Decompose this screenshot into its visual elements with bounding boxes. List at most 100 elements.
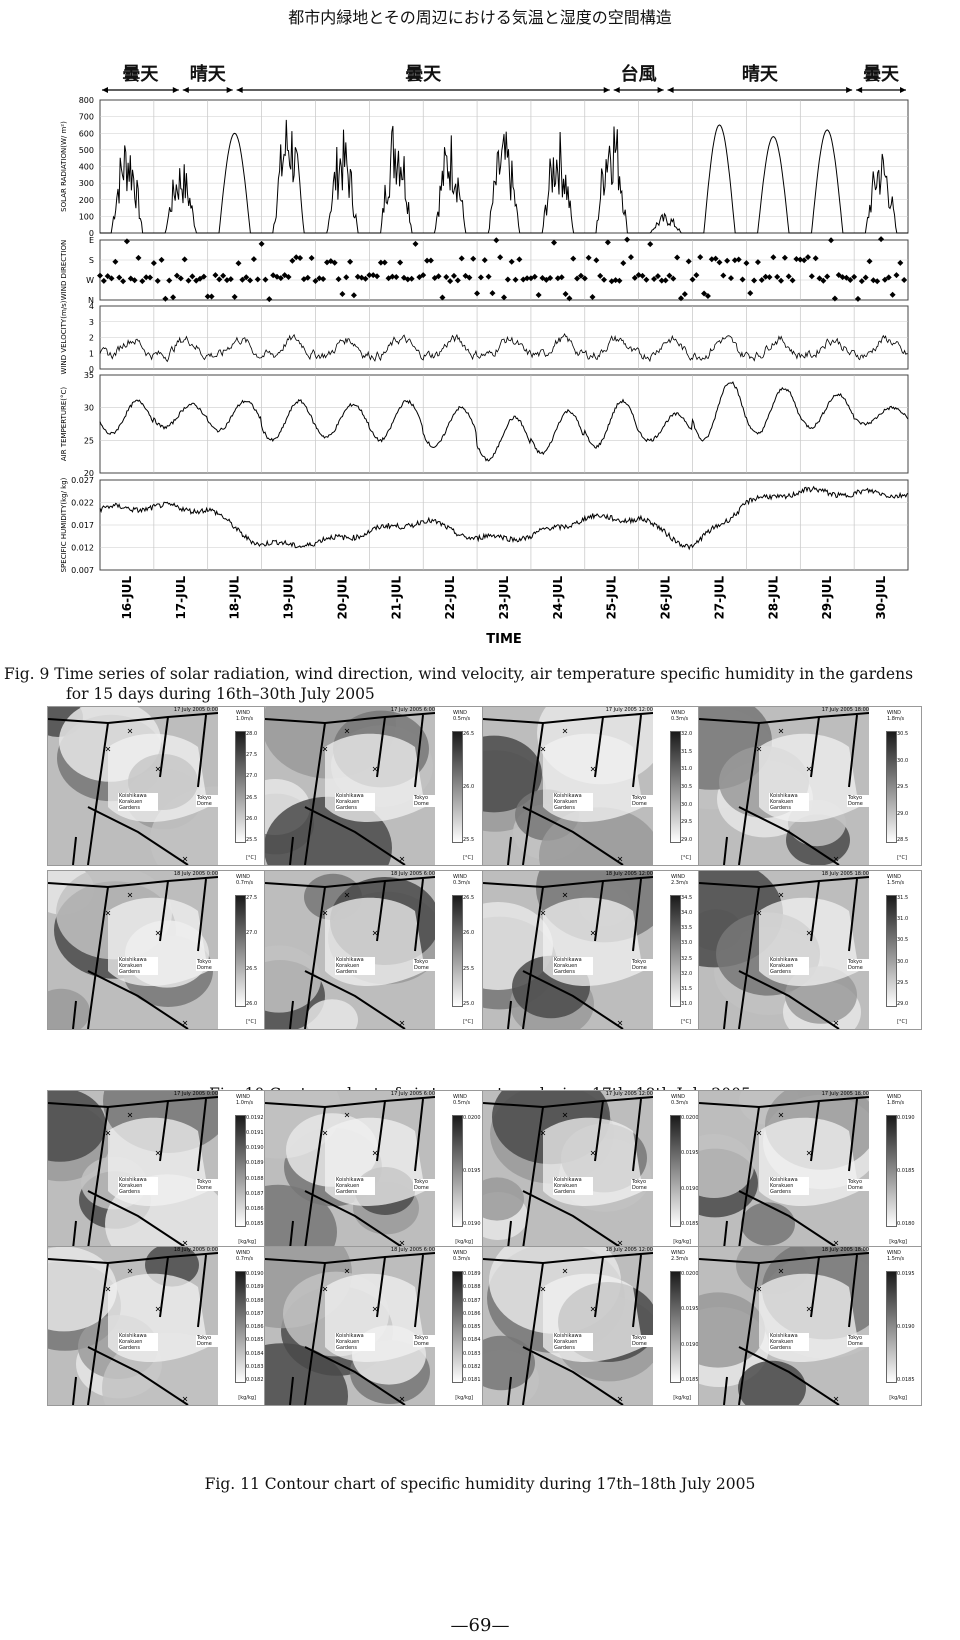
timestamp-label: 18 July 2005 6:00 — [390, 1247, 435, 1253]
unit-label: [°C] — [681, 1019, 691, 1025]
fig9-y-tick-label: 25 — [84, 436, 94, 445]
colorbar-tick-label: 0.0189 — [246, 1160, 264, 1167]
fig9-y-tick-label: 400 — [79, 163, 94, 172]
contour-map — [483, 871, 653, 1029]
dome-label: Tokyo Dome — [196, 795, 218, 807]
weather-band-arrow — [667, 87, 853, 93]
colorbar-tick-label: 0.0185 — [897, 1168, 915, 1174]
colorbar-tick-label: 0.0195 — [681, 1150, 699, 1157]
page-header: 都市内緑地とその周辺における気温と湿度の空間構造 — [288, 8, 672, 27]
colorbar-tick-label: 0.0180 — [897, 1221, 915, 1227]
colorbar-tick-label: 26.5 — [246, 965, 258, 972]
contour-panel: Koishikawa Korakuen Gardens Tokyo Dome 1… — [698, 1090, 922, 1250]
fig9-y-tick-label: 0.007 — [71, 566, 94, 575]
garden-label: Koishikawa Korakuen Gardens — [335, 957, 375, 975]
colorbar-tick-label: 0.0190 — [681, 1341, 699, 1348]
fig9-y-tick-label: 0.022 — [71, 499, 94, 508]
fig9-y-tick-label: 35 — [84, 371, 94, 380]
colorbar-tick-label: 0.0200 — [681, 1115, 699, 1121]
wind-legend: WIND 0.5m/s — [453, 1094, 471, 1106]
unit-label: [°C] — [897, 855, 907, 861]
colorbar-tick-label: 0.0190 — [897, 1324, 915, 1330]
dome-label: Tokyo Dome — [847, 1335, 869, 1347]
wind-legend: WIND 1.5m/s — [887, 874, 905, 886]
air-temperature-line — [99, 381, 909, 462]
contour-map — [48, 707, 218, 865]
dome-label: Tokyo Dome — [196, 959, 218, 971]
weather-band-arrow — [236, 87, 610, 93]
colorbar-tick-label: 33.5 — [681, 925, 693, 932]
timestamp-label: 18 July 2005 18:00 — [821, 871, 869, 877]
colorbar — [452, 731, 463, 843]
colorbar-tick-label: 0.0195 — [463, 1168, 481, 1174]
colorbar-tick-label: 33.0 — [681, 940, 693, 947]
colorbar-tick-label: 0.0188 — [463, 1284, 481, 1291]
fig9-x-axis-label: TIME — [486, 632, 522, 647]
colorbar-tick-label: 27.5 — [246, 752, 258, 759]
colorbar — [886, 1115, 897, 1227]
contour-panel: Koishikawa Korakuen Gardens Tokyo Dome 1… — [264, 706, 488, 866]
colorbar-ticks: 30.5 30.0 29.5 29.0 28.5 — [897, 731, 919, 843]
dome-label: Tokyo Dome — [196, 1335, 218, 1347]
contour-panel: Koishikawa Korakuen Gardens Tokyo Dome 1… — [47, 706, 271, 866]
fig9-caption: Fig. 9 Time series of solar radiation, w… — [4, 664, 960, 704]
dome-label: Tokyo Dome — [196, 1179, 218, 1191]
wind-legend: WIND 0.5m/s — [453, 710, 471, 722]
timestamp-label: 18 July 2005 12:00 — [605, 1247, 653, 1253]
contour-map — [265, 871, 435, 1029]
colorbar-tick-label: 29.5 — [897, 784, 909, 790]
contour-map — [483, 1247, 653, 1405]
fig9-y-tick-label: S — [89, 256, 94, 265]
colorbar-tick-label: 29.0 — [897, 810, 909, 817]
fig9-x-tick-label: 28-JUL — [766, 576, 780, 620]
weather-band-label: 曇天 — [863, 64, 900, 85]
unit-label: [kg/kg] — [238, 1395, 256, 1401]
colorbar-tick-label: 31.0 — [681, 1000, 693, 1007]
weather-band-label: 曇天 — [405, 64, 442, 85]
fig9-y-tick-label: 100 — [79, 212, 94, 221]
colorbar-tick-label: 0.0185 — [246, 1220, 264, 1227]
wind-velocity-line — [99, 332, 909, 363]
contour-map — [48, 1091, 218, 1249]
contour-map — [699, 1247, 869, 1405]
weather-band-arrow — [856, 87, 906, 93]
colorbar — [670, 1271, 681, 1383]
colorbar-tick-label: 34.5 — [681, 895, 693, 901]
colorbar-tick-label: 0.0190 — [681, 1185, 699, 1192]
colorbar-ticks: 0.0195 0.0190 0.0185 — [897, 1271, 919, 1383]
wind-legend: WIND 0.7m/s — [236, 874, 254, 886]
fig9-panel-0: 0 100 200 300 400 500 600 700 800 SOLAR RADIATION… — [60, 96, 909, 238]
timestamp-label: 17 July 2005 12:00 — [605, 707, 653, 713]
colorbar — [670, 895, 681, 1007]
weather-band-arrow — [613, 87, 664, 93]
colorbar-tick-label: 0.0190 — [246, 1145, 264, 1152]
colorbar-tick-label: 0.0189 — [463, 1271, 481, 1277]
timestamp-label: 17 July 2005 12:00 — [605, 1091, 653, 1097]
colorbar — [235, 1271, 246, 1383]
dome-label: Tokyo Dome — [847, 1179, 869, 1191]
colorbar-tick-label: 29.0 — [681, 836, 693, 843]
colorbar-ticks: 0.0200 0.0195 0.0190 — [463, 1115, 485, 1227]
timestamp-label: 18 July 2005 12:00 — [605, 871, 653, 877]
colorbar-ticks: 26.5 26.0 25.5 — [463, 731, 485, 843]
weather-band-arrow — [102, 87, 179, 93]
wind-legend: WIND 0.3m/s — [453, 874, 471, 886]
timestamp-label: 17 July 2005 18:00 — [821, 1091, 869, 1097]
fig9-x-tick-label: 23-JUL — [497, 576, 511, 620]
colorbar-tick-label: 25.5 — [463, 837, 475, 843]
colorbar-tick-label: 0.0188 — [246, 1175, 264, 1182]
fig9-y-tick-label: 0 — [89, 229, 94, 238]
contour-panel: Koishikawa Korakuen Gardens Tokyo Dome 1… — [47, 1090, 271, 1250]
contour-panel: Koishikawa Korakuen Gardens Tokyo Dome 1… — [698, 1246, 922, 1406]
fig9-y-tick-label: 800 — [79, 96, 94, 105]
timestamp-label: 17 July 2005 6:00 — [390, 1091, 435, 1097]
unit-label: [kg/kg] — [455, 1239, 473, 1245]
colorbar — [235, 1115, 246, 1227]
fig9-x-tick-label: 17-JUL — [174, 576, 188, 620]
garden-label: Koishikawa Korakuen Gardens — [553, 957, 593, 975]
colorbar-tick-label: 27.0 — [246, 930, 258, 937]
colorbar-tick-label: 0.0190 — [897, 1115, 915, 1121]
colorbar-tick-label: 0.0182 — [246, 1377, 264, 1383]
garden-label: Koishikawa Korakuen Gardens — [118, 793, 158, 811]
